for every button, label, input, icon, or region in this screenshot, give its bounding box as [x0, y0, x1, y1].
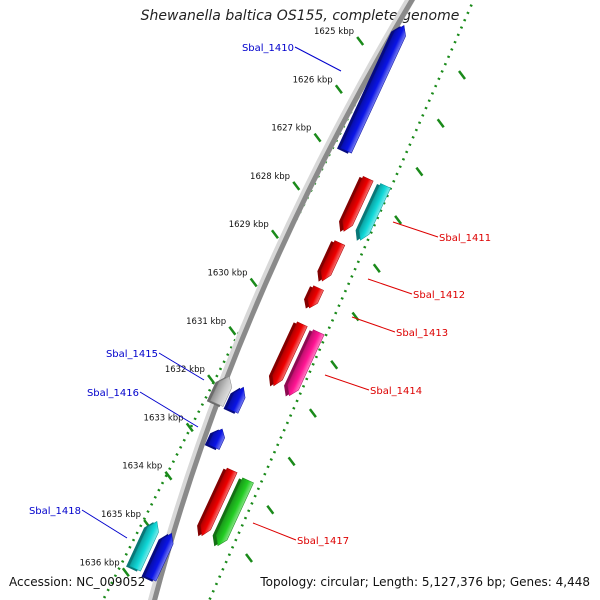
gene-sbal-1416 [204, 428, 225, 451]
scale-tick-label: 1630 kbp [207, 269, 247, 279]
scale-tick-mark [121, 567, 130, 578]
label-leader-sbal-1416 [139, 391, 199, 428]
gene-sbal-1417 [212, 477, 254, 547]
label-leader-sbal-1417 [252, 522, 297, 541]
gene-arrow-body [287, 329, 325, 397]
scale-tick-label: 1632 kbp [165, 365, 205, 375]
scale-tick-mark [249, 277, 258, 288]
scale-tick-label: 1631 kbp [186, 317, 226, 327]
scale-tick-label: 1629 kbp [229, 220, 269, 230]
gene-arrow-body [129, 520, 159, 572]
label-leader-sbal-1410 [294, 46, 342, 72]
gene-sbal-1410 [336, 24, 406, 154]
gene-label-sbal-1411: Sbal_1411 [439, 233, 491, 244]
scale-tick-label: 1633 kbp [144, 413, 184, 423]
gene-sbal-1415 [206, 376, 233, 408]
label-leader-sbal-1412 [367, 278, 413, 295]
scale-tick-label: 1627 kbp [271, 124, 311, 134]
gene-unlabeled-2 [339, 176, 374, 232]
gene-sbal-1411 [355, 183, 391, 241]
gene-arrow-body [144, 532, 174, 582]
gene-label-sbal-1417: Sbal_1417 [297, 536, 349, 547]
gene-sbal-1418 [126, 520, 159, 572]
gene-arrow-body [307, 285, 324, 309]
label-leader-sbal-1418 [81, 509, 128, 539]
label-leader-sbal-1414 [324, 374, 370, 391]
gene-sbal-1413 [304, 285, 324, 309]
gene-unlabeled-13 [141, 532, 174, 582]
gene-arrow-body [272, 321, 308, 387]
gene-arrow-body [320, 240, 346, 282]
gene-label-sbal-1418: Sbal_1418 [29, 506, 81, 517]
gene-label-sbal-1414: Sbal_1414 [370, 386, 422, 397]
scale-tick-mark [292, 181, 301, 191]
scale-tick-mark-right [394, 215, 403, 225]
scale-tick-mark [270, 229, 279, 239]
gene-label-sbal-1412: Sbal_1412 [413, 290, 465, 301]
scale-tick-mark [356, 36, 365, 46]
scale-tick-mark-right [415, 166, 424, 177]
scale-tick-mark [228, 326, 237, 336]
label-leader-sbal-1413 [351, 316, 396, 333]
gene-arrow-body [200, 467, 238, 537]
scale-tick-mark-right [308, 408, 317, 418]
scale-tick-mark [334, 84, 343, 95]
genome-summary: Topology: circular; Length: 5,127,376 bp… [260, 575, 590, 589]
scale-tick-mark-right [458, 70, 466, 80]
scale-tick-label: 1628 kbp [250, 172, 290, 182]
gene-arrow-body [340, 24, 406, 154]
ruler-right-dotted [207, 0, 476, 600]
scale-tick-mark [207, 374, 216, 384]
scale-tick-mark-right [266, 504, 275, 515]
gene-label-sbal-1410: Sbal_1410 [242, 43, 294, 54]
gene-arrow-body [215, 477, 254, 547]
gene-unlabeled-11 [197, 467, 238, 537]
scale-tick-mark-right [436, 118, 445, 129]
gene-arrow-body [208, 428, 225, 450]
gene-unlabeled-8 [223, 386, 246, 414]
gene-label-sbal-1413: Sbal_1413 [396, 328, 448, 339]
scale-tick-mark-right [245, 553, 253, 563]
gene-arrow-body [226, 386, 246, 414]
genome-backbone [152, 0, 415, 600]
scale-tick-mark-right [330, 360, 339, 370]
scale-tick-mark [313, 132, 322, 143]
label-leader-sbal-1411 [392, 221, 439, 238]
scale-tick-mark-right [372, 263, 381, 273]
genome-title: Shewanella baltica OS155, complete genom… [140, 8, 460, 24]
gene-sbal-1414 [284, 329, 325, 397]
gene-label-sbal-1416: Sbal_1416 [87, 388, 139, 399]
gene-label-sbal-1415: Sbal_1415 [106, 349, 158, 360]
gene-arrow-body [210, 376, 233, 407]
scale-tick-label: 1634 kbp [122, 462, 162, 472]
scale-tick-mark-right [287, 456, 296, 467]
scale-tick-mark [164, 470, 173, 481]
scale-tick-mark [185, 422, 194, 433]
scale-tick-label: 1635 kbp [101, 510, 141, 520]
scale-tick-label: 1636 kbp [80, 558, 120, 568]
accession-label: Accession: NC_009052 [9, 575, 146, 589]
gene-arrow-body [342, 176, 374, 232]
scale-tick-label: 1626 kbp [293, 75, 333, 85]
gene-arrow-body [358, 183, 391, 241]
label-leader-sbal-1415 [158, 352, 205, 381]
gene-sbal-1412 [317, 240, 346, 282]
gene-unlabeled-6 [268, 321, 308, 387]
scale-tick-label: 1625 kbp [314, 27, 354, 37]
